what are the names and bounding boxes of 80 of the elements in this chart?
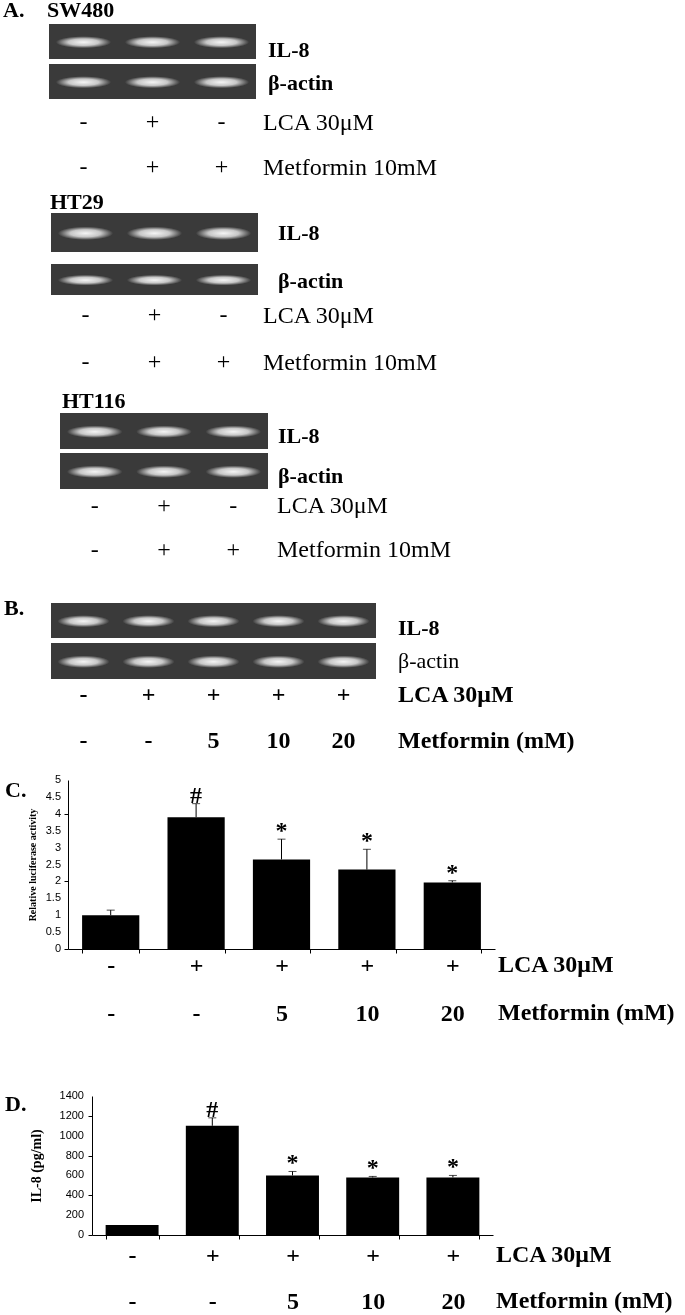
- text: B.: [4, 594, 25, 620]
- category-label: + +: [157, 490, 171, 564]
- annotation: *: [446, 1153, 459, 1180]
- y-tick-label: 600: [65, 1168, 84, 1181]
- x-tick-label: + 20: [441, 1241, 466, 1314]
- text: Metformin 10mM: [277, 535, 451, 562]
- x-tick-label: + 10: [361, 1241, 386, 1314]
- text: LCA 30μM: [277, 491, 388, 518]
- text: LCA 30μM: [398, 680, 514, 707]
- category-label: - -: [79, 107, 88, 182]
- annotation: *: [366, 1154, 379, 1181]
- x-tick-label: - -: [128, 1241, 137, 1314]
- y-tick-label: 3: [54, 840, 61, 853]
- text: IL-8: [278, 422, 320, 448]
- category-label: - +: [214, 107, 229, 182]
- text: β-actin: [398, 647, 460, 673]
- category-label: - +: [226, 490, 241, 564]
- y-tick-label: 4: [54, 806, 61, 819]
- text: β-actin: [268, 69, 334, 95]
- text: Metformin 10mM: [263, 153, 437, 180]
- y-tick-label: 0.5: [45, 925, 61, 938]
- text: LCA 30μM: [263, 301, 374, 328]
- y-tick-label: 1.5: [45, 891, 61, 904]
- text: LCA 30μM: [263, 108, 374, 135]
- category-label: - +: [216, 300, 231, 377]
- text: Metformin (mM): [398, 726, 575, 753]
- text: Metformin (mM): [496, 1287, 673, 1313]
- category-label: - -: [79, 679, 88, 755]
- text: HT29: [50, 188, 104, 214]
- x-tick-label: + 5: [286, 1241, 300, 1314]
- y-tick-label: 1200: [59, 1108, 84, 1121]
- y-tick-label: 1000: [59, 1128, 84, 1141]
- y-tick-label: 400: [65, 1188, 84, 1201]
- text: LCA 30μM: [496, 1241, 612, 1267]
- annotation: *: [286, 1149, 299, 1176]
- annotation: #: [206, 1095, 219, 1122]
- y-tick-label: 0: [77, 1228, 84, 1240]
- y-tick-label: 2.5: [45, 857, 61, 870]
- y-axis-title: IL-8 (pg/ml): [29, 1128, 45, 1203]
- text: LCA 30μM: [498, 951, 614, 977]
- x-tick-label: + 20: [440, 951, 465, 1026]
- x-tick-label: - -: [107, 951, 116, 1026]
- text: SW480: [47, 0, 115, 22]
- text: IL-8: [398, 614, 440, 640]
- annotation: *: [275, 817, 288, 844]
- category-label: + 10: [266, 679, 291, 755]
- y-tick-label: 4.5: [45, 789, 61, 802]
- chart-title: D.: [5, 1091, 27, 1116]
- y-tick-label: 1: [54, 908, 61, 921]
- text: Metformin 10mM: [263, 348, 437, 375]
- category-label: - -: [81, 300, 90, 377]
- y-tick-label: 200: [65, 1208, 84, 1221]
- x-tick-label: + 5: [275, 951, 289, 1026]
- category-label: - -: [90, 490, 99, 564]
- text: IL-8: [268, 36, 310, 62]
- annotation: #: [190, 781, 203, 808]
- y-tick-label: 1400: [59, 1089, 84, 1101]
- x-tick-label: + -: [205, 1241, 220, 1314]
- category-label: + +: [145, 107, 160, 182]
- category-label: + 20: [331, 679, 356, 755]
- annotation: *: [360, 827, 373, 854]
- y-tick-label: 5: [54, 773, 61, 785]
- category-label: + -: [141, 679, 156, 755]
- category-label: + +: [147, 300, 162, 377]
- text: A.: [3, 0, 25, 22]
- text: β-actin: [278, 462, 344, 488]
- y-axis-title: Relative luciferase activity: [27, 808, 38, 922]
- y-tick-label: 0: [54, 942, 61, 954]
- annotation: *: [446, 858, 459, 885]
- text: β-actin: [278, 267, 344, 293]
- y-tick-label: 3.5: [45, 823, 61, 836]
- chart-title: C.: [5, 777, 27, 802]
- x-tick-label: + 10: [355, 951, 380, 1026]
- x-tick-label: + -: [189, 951, 204, 1026]
- category-label: + 5: [206, 679, 221, 755]
- text: Metformin (mM): [498, 999, 675, 1025]
- y-tick-label: 800: [65, 1148, 84, 1161]
- y-tick-label: 2: [54, 874, 61, 887]
- text: HT116: [62, 387, 126, 413]
- text: IL-8: [278, 219, 320, 245]
